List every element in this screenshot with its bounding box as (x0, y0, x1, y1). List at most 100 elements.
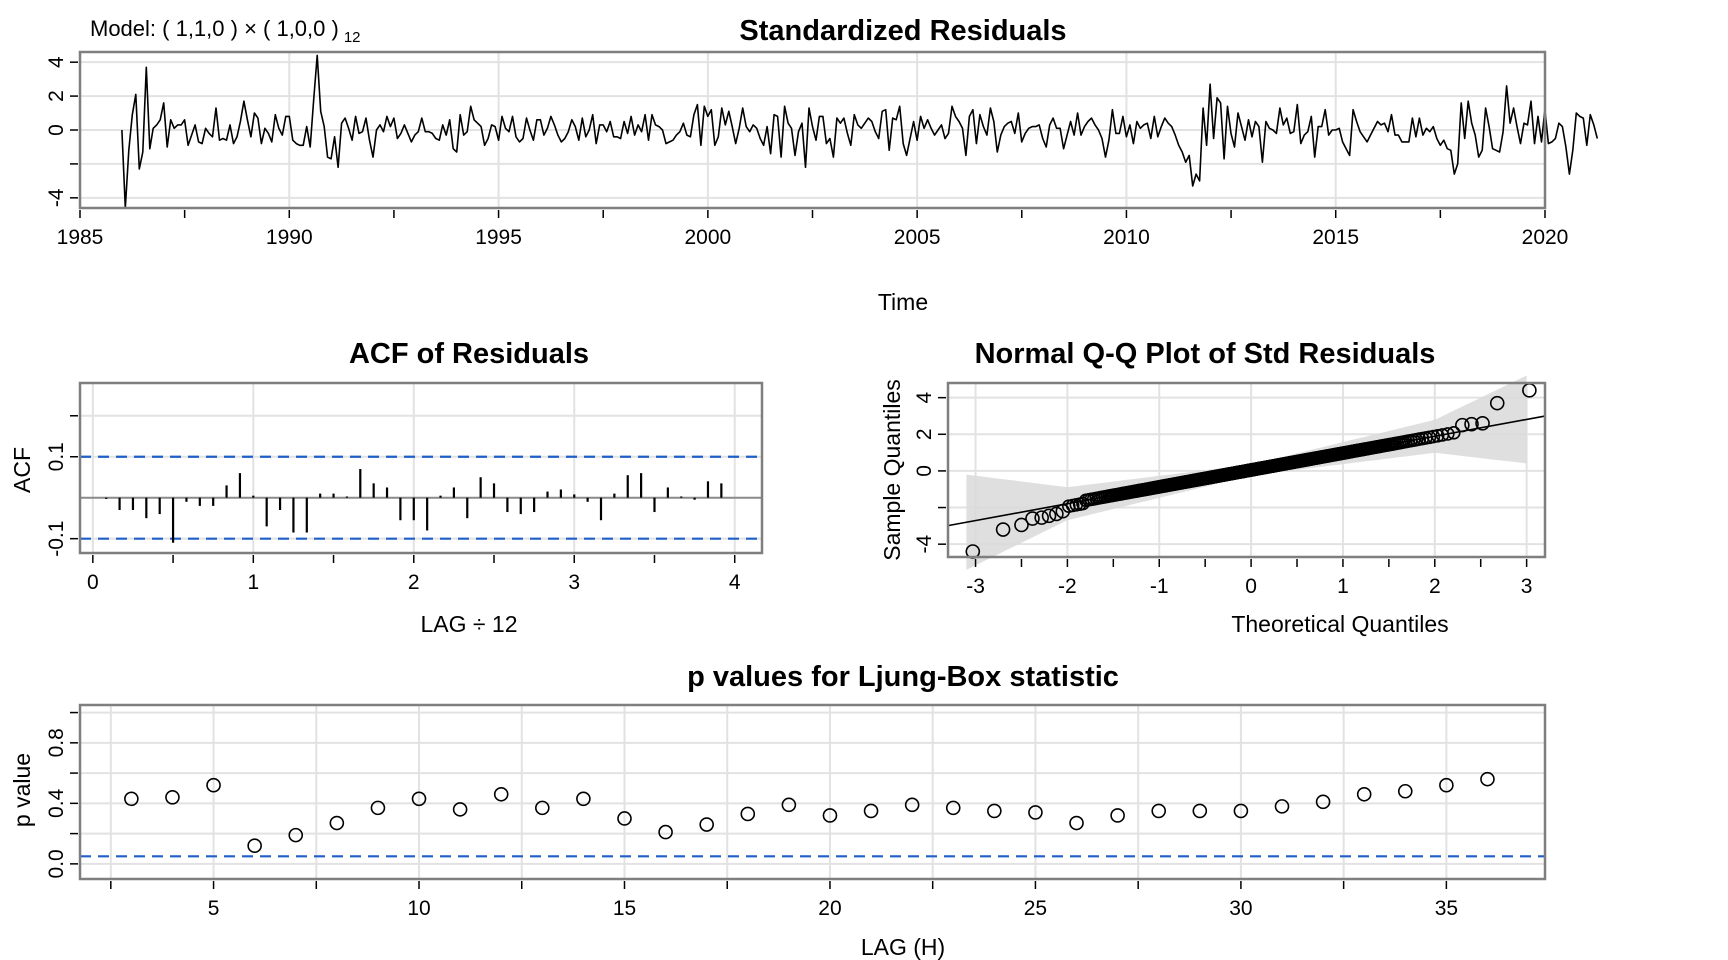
ljung-box-point (1439, 777, 1454, 793)
ljung-box-point (781, 797, 797, 813)
y-tick-label: 2 (45, 90, 68, 102)
y-tick-label: 0 (913, 465, 936, 477)
ljung-box-point (370, 800, 386, 816)
ljung-box-point (329, 815, 345, 831)
x-tick-label: 4 (729, 571, 741, 594)
y-tick-label: -0.1 (45, 521, 68, 557)
x-tick-label: 0 (87, 571, 99, 594)
acf-bars (80, 455, 762, 543)
acf-grid (80, 383, 762, 553)
ljung-box-point (165, 789, 180, 805)
y-tick-label: 2 (913, 428, 936, 440)
x-tick-label: 10 (407, 897, 430, 920)
qq-frame (946, 381, 1547, 559)
x-tick-label: 2 (408, 571, 420, 594)
x-tick-label: 1 (1337, 575, 1349, 598)
ljung-box-point (699, 817, 714, 832)
qq-points (965, 383, 1537, 559)
ljung-box-point (1151, 803, 1167, 819)
ljung-box-point (1480, 771, 1495, 787)
ljung-box-point (740, 806, 756, 822)
ljung-box-axes: 5 10 15 20 25 30 35 0.0 0.4 0.8 (45, 711, 1458, 920)
ljung-box-frame (78, 703, 1547, 881)
qq-point (1025, 511, 1040, 526)
ljung-box-grid (80, 705, 1545, 879)
ljung-box-point (658, 824, 673, 840)
y-tick-label: 0 (45, 124, 68, 136)
x-tick-label: -3 (966, 575, 985, 598)
y-tick-label: 4 (913, 391, 936, 403)
qq-reference-line (947, 415, 1546, 527)
ljung-box-point (411, 791, 427, 807)
acf-panel: ACF of Residuals 0 1 2 3 4 -0.1 0.1 LAG ÷ 12 A… (9, 338, 764, 637)
x-tick-label: 2005 (894, 226, 941, 249)
x-tick-label: 3 (1521, 575, 1533, 598)
ljung-box-point (822, 808, 838, 823)
acf-axes: 0 1 2 3 4 -0.1 0.1 (45, 415, 741, 594)
ljung-box-point (124, 791, 139, 807)
ljung-box-point (987, 803, 1002, 819)
ljung-box-point (1233, 803, 1249, 819)
ljung-box-point (1356, 786, 1372, 802)
x-tick-label: 5 (208, 897, 220, 920)
acf-ylabel: ACF (9, 447, 35, 493)
x-tick-label: 3 (568, 571, 580, 594)
ljung-box-point (617, 811, 632, 826)
ljung-box-point (1028, 805, 1043, 820)
x-tick-label: 2020 (1522, 226, 1569, 249)
y-tick-label: -4 (45, 188, 68, 207)
ljung-box-point (452, 802, 468, 817)
std-residuals-grid (79, 52, 1546, 208)
ljung-box-points (124, 771, 1495, 854)
std-residuals-frame (78, 50, 1547, 210)
ljung-box-point (576, 791, 591, 807)
ljung-box-point (1110, 808, 1125, 823)
model-label-text: Model: ( 1,1,0 ) × ( 1,0,0 ) (90, 16, 339, 41)
ljung-box-point (206, 777, 221, 793)
x-tick-label: 20 (818, 897, 841, 920)
ljung-box-point (863, 803, 879, 819)
ljung-box-point (945, 800, 961, 816)
ljung-box-point (247, 838, 262, 854)
ljung-box-title: p values for Ljung-Box statistic (687, 661, 1119, 693)
qq-point (1430, 428, 1445, 443)
acf-xlabel: LAG ÷ 12 (420, 611, 517, 637)
x-tick-label: 25 (1024, 897, 1047, 920)
x-tick-label: -1 (1150, 575, 1169, 598)
ljung-box-point (1192, 803, 1208, 819)
qq-point (995, 522, 1011, 537)
y-tick-label: 4 (45, 56, 68, 68)
x-tick-label: 2 (1429, 575, 1441, 598)
qq-title: Normal Q-Q Plot of Std Residuals (975, 338, 1436, 370)
qq-point (1489, 395, 1505, 411)
ljung-box-point (1397, 783, 1413, 799)
ljung-box-point (1315, 794, 1331, 810)
qq-axes: -3 -2 -1 0 1 2 3 -4 0 2 4 (913, 391, 1532, 598)
qq-point (1049, 506, 1064, 522)
x-tick-label: -2 (1058, 575, 1077, 598)
std-residuals-series (121, 54, 1599, 209)
qq-point (1041, 508, 1057, 524)
acf-title: ACF of Residuals (349, 338, 589, 370)
ljung-box-point (288, 827, 304, 843)
qq-panel: Normal Q-Q Plot of Std Residuals -3 -2 -1 0… (879, 338, 1547, 637)
x-tick-label: 2015 (1312, 226, 1359, 249)
qq-xlabel: Theoretical Quantiles (1231, 611, 1448, 637)
ljung-box-point (493, 786, 509, 802)
x-tick-label: 1 (247, 571, 259, 594)
qq-point (1014, 517, 1029, 533)
x-tick-label: 1990 (266, 226, 313, 249)
std-residuals-xlabel: Time (878, 289, 928, 315)
x-tick-label: 35 (1435, 897, 1458, 920)
ljung-box-ylabel: p value (9, 753, 35, 827)
model-subscript: 12 (344, 29, 361, 46)
ljung-box-panel: p values for Ljung-Box statistic 5 10 15 20… (9, 661, 1547, 960)
y-tick-label: 0.8 (45, 728, 68, 757)
y-tick-label: -4 (913, 535, 936, 554)
acf-frame (78, 381, 764, 555)
ljung-box-point (535, 800, 550, 816)
qq-ylabel: Sample Quantiles (879, 379, 905, 561)
x-tick-label: 0 (1245, 575, 1257, 598)
x-tick-label: 15 (613, 897, 636, 920)
